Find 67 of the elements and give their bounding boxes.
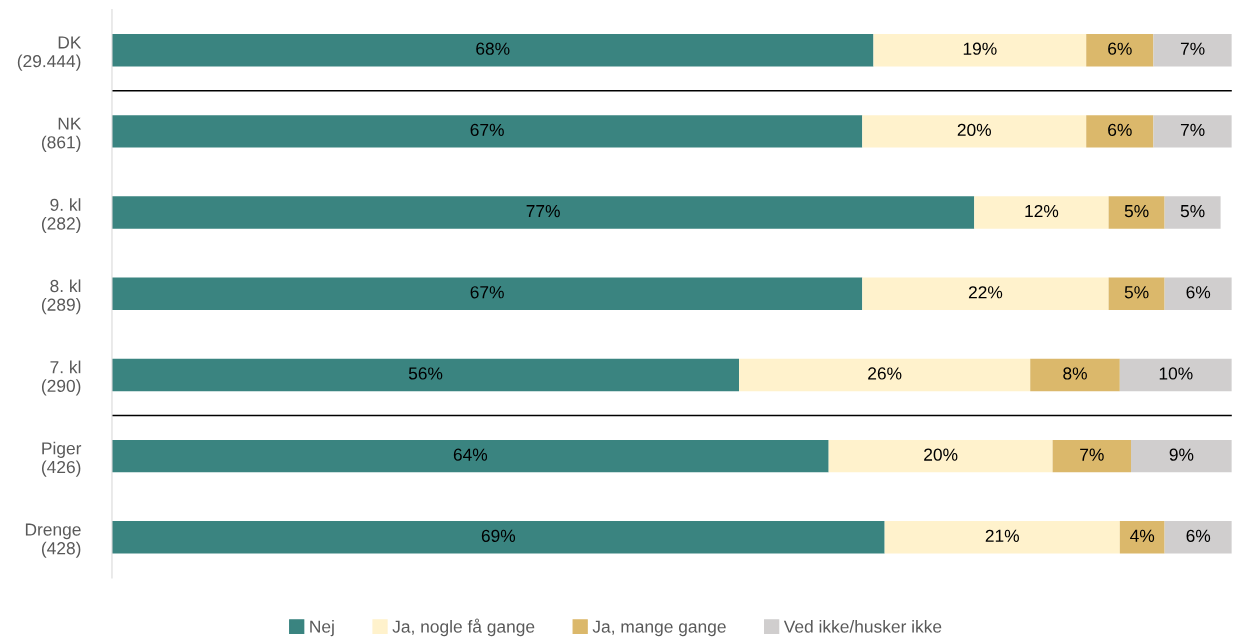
bar	[862, 277, 1109, 310]
bar	[1108, 196, 1165, 229]
data-label: 20%	[924, 448, 958, 461]
bar	[1108, 277, 1165, 310]
data-label: 6%	[1186, 529, 1211, 542]
data-label: 6%	[1108, 123, 1132, 137]
bar	[862, 115, 1087, 148]
bar	[1086, 115, 1154, 148]
data-label: 7%	[1080, 448, 1104, 461]
data-label: 26%	[868, 367, 902, 380]
data-label: 7%	[1180, 123, 1205, 136]
bar	[1131, 439, 1232, 473]
bar	[1030, 358, 1120, 392]
data-label: 6%	[1186, 286, 1211, 299]
y-tick-label: DK (29.444)	[17, 36, 82, 71]
data-label: 20%	[957, 123, 991, 137]
data-label: 12%	[1025, 204, 1059, 218]
data-label: 69%	[481, 529, 516, 542]
legend-label: Ja, nogle få gange	[392, 618, 535, 637]
bar	[1052, 439, 1132, 473]
legend-label: Ved ikke/husker ikke	[783, 619, 942, 633]
bar	[111, 196, 975, 229]
bar	[111, 33, 874, 67]
bar	[1164, 521, 1232, 554]
data-label: 21%	[985, 529, 1019, 542]
y-tick-label: Piger (426)	[41, 441, 82, 477]
data-label: 4%	[1130, 529, 1155, 542]
data-label: 64%	[453, 448, 488, 461]
data-label: 6%	[1108, 42, 1132, 55]
bar	[1086, 33, 1154, 67]
bar	[111, 115, 863, 148]
bar	[1164, 196, 1221, 229]
bar	[111, 521, 885, 554]
y-tick-label: 8. kl (289)	[41, 279, 81, 315]
bar	[884, 521, 1120, 554]
bar	[873, 33, 1087, 67]
data-label: 77%	[526, 205, 560, 218]
data-label: 67%	[470, 286, 504, 299]
bar	[111, 439, 829, 473]
data-label: 10%	[1159, 367, 1193, 380]
y-tick-label: NK (861)	[41, 117, 82, 152]
y-tick-label: 7. kl (290)	[41, 360, 81, 396]
data-label: 56%	[408, 367, 443, 380]
data-label: 9%	[1169, 448, 1194, 461]
y-tick-label: Drenge (428)	[25, 523, 81, 558]
data-label: 68%	[476, 42, 510, 55]
data-label: 5%	[1124, 205, 1149, 218]
bar	[1119, 358, 1232, 392]
data-label: 5%	[1124, 286, 1149, 299]
bar	[111, 277, 863, 310]
bar	[1119, 521, 1165, 554]
bar	[739, 358, 1031, 392]
bar	[111, 358, 740, 392]
bar	[828, 439, 1053, 473]
data-label: 5%	[1180, 205, 1205, 218]
data-label: 19%	[963, 42, 997, 55]
data-label: 22%	[968, 286, 1003, 299]
y-tick-label: 9. kl (282)	[41, 198, 81, 234]
bar	[1164, 277, 1232, 310]
data-label: 67%	[470, 123, 504, 137]
data-label: 7%	[1180, 42, 1205, 55]
bar	[1153, 33, 1232, 67]
data-label: 8%	[1063, 367, 1087, 380]
bar	[974, 196, 1109, 229]
legend-label: Ja, mange gange	[592, 620, 726, 637]
legend-label: Nej	[310, 619, 334, 637]
bar	[1153, 115, 1232, 148]
